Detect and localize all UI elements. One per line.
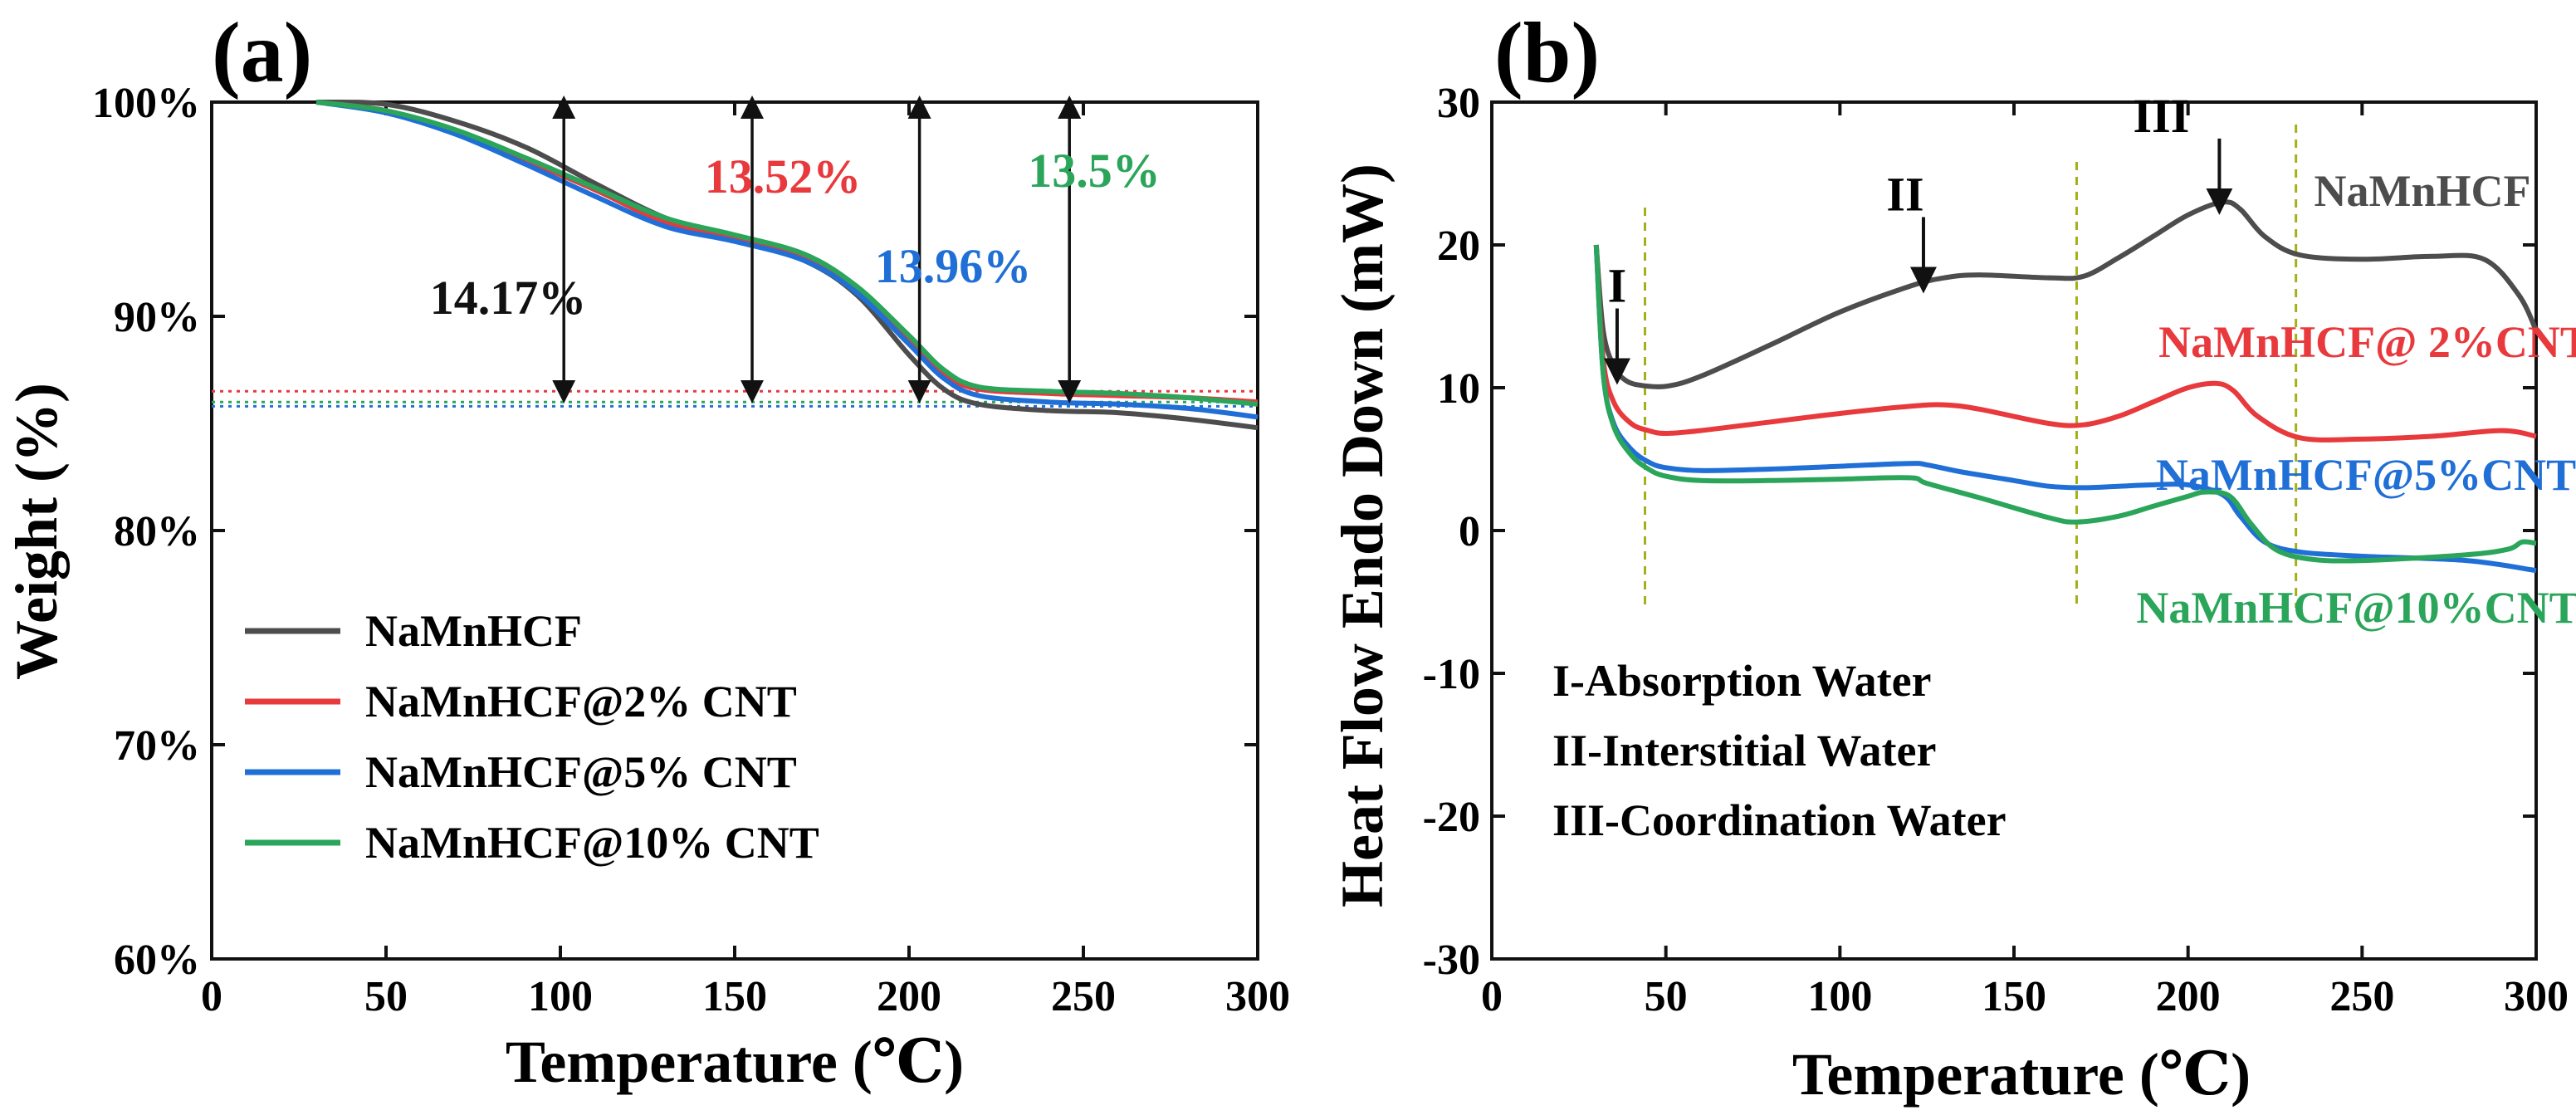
panel-b-x-tick-label-100: 100: [1807, 973, 1872, 1020]
panel-a-annotations: 14.17% 13.52%13.96% 13.5%: [430, 95, 1161, 403]
panel-b-y-tick-label-20: 20: [1437, 223, 1480, 270]
panel-b-marker-label-iii: III: [2134, 89, 2190, 143]
panel-b-series-label-namnhcf-10-cnt: NaMnHCF@10%CNT: [2136, 583, 2576, 633]
panel-b-x-tick-label-200: 200: [2156, 973, 2221, 1020]
panel-b-label: (b): [1494, 5, 1600, 100]
panel-a-y-tick-label-60: 60%: [114, 937, 200, 984]
panel-a-y-tick-label-100: 100%: [92, 80, 200, 127]
panel-b-x-axis-label: Temperature (℃): [1792, 1041, 2251, 1108]
panel-b-y-tick-label-0: 0: [1459, 508, 1480, 555]
panel-a-legend-entry-namnhcf-5-cnt: NaMnHCF@5% CNT: [365, 747, 797, 797]
panel-b-x-tick-label-250: 250: [2329, 973, 2394, 1020]
panel-a-plot-area: 0 50 100 150 200 250 300 60% 70% 80% 90% 100%: [92, 80, 1290, 1020]
panel-b-x-tick-label-0: 0: [1481, 973, 1503, 1020]
panel-b-y-tick-label-20: -20: [1423, 794, 1480, 841]
panel-b-plot-area: 0 50 100 150 200 250 300 -30 -20 -10 0 10 20 30 NaMnHC…: [1423, 80, 2576, 1020]
panel-b-y-axis-label: Heat Flow Endo Down (mW): [1329, 164, 1396, 907]
panel-a-x-tick-label-200: 200: [877, 973, 941, 1020]
panel-a-legend-entry-namnhcf-10-cnt: NaMnHCF@10% CNT: [365, 818, 819, 868]
panel-b-note-3: III-Coordination Water: [1552, 795, 2007, 845]
panel-b-y-tick-label-10: 10: [1437, 365, 1480, 413]
panel-a-y-tick-label-70: 70%: [114, 722, 200, 770]
panel-a-annotation-13-5: 13.5%: [1028, 144, 1161, 198]
panel-b-marker-label-i: I: [1608, 259, 1627, 313]
panel-a-legend: NaMnHCF NaMnHCF@2% CNT NaMnHCF@5% CNT NaMnH…: [245, 606, 819, 868]
panel-a-x-tick-label-50: 50: [364, 973, 408, 1020]
panel-a-legend-entry-namnhcf-2-cnt: NaMnHCF@2% CNT: [365, 677, 797, 726]
panel-a-y-tick-label-80: 80%: [114, 508, 200, 555]
panel-a-legend-entry-namnhcf: NaMnHCF: [365, 606, 582, 656]
panel-a-annotation-14-17: 14.17%: [430, 271, 587, 325]
panel-a-series-namnhcf-10-cnt: [315, 100, 1259, 407]
panel-b-series-namnhcf-10-cnt: [1593, 244, 2537, 564]
panel-b-y-tick-label-30: -30: [1423, 937, 1480, 984]
panel-b: (b) 0 50 100 150 200 250 300 -30 -20 -10 0 10 20 30 Na…: [1329, 5, 2576, 1108]
panel-b-series-label-namnhcf: NaMnHCF: [2314, 166, 2531, 216]
panel-a-x-tick-label-100: 100: [528, 973, 593, 1020]
panel-b-x-tick-label-150: 150: [1982, 973, 2046, 1020]
panel-b-series-label-namnhcf-2-cnt: NaMnHCF@ 2%CNT: [2158, 317, 2576, 367]
panel-a-x-tick-label-250: 250: [1051, 973, 1116, 1020]
panel-a-y-axis-label: Weight (%): [3, 383, 70, 680]
panel-b-x-tick-label-50: 50: [1645, 973, 1688, 1020]
panel-a-annotation-13-96: 13.96%: [875, 239, 1032, 293]
panel-a-label: (a): [212, 5, 312, 100]
panel-a-x-axis-label: Temperature (℃): [506, 1029, 964, 1095]
panel-b-series-namnhcf: [1593, 199, 2539, 389]
panel-a-x-tick-label-0: 0: [201, 973, 222, 1020]
panel-b-x-tick-label-300: 300: [2504, 973, 2569, 1020]
panel-b-series-namnhcf-2-cnt: [1593, 244, 2537, 443]
panel-a-x-tick-label-150: 150: [702, 973, 767, 1020]
panel-b-y-tick-label-30: 30: [1437, 80, 1480, 127]
panel-b-note-2: II-Interstitial Water: [1552, 726, 1936, 775]
panel-b-y-tick-label-10: -10: [1423, 651, 1480, 698]
panel-a-annotation-13-52: 13.52%: [705, 149, 862, 203]
panel-a-series-namnhcf-5-cnt: [315, 100, 1259, 420]
panel-b-notes: I-Absorption Water II-Interstitial Water I…: [1552, 656, 2007, 845]
panel-a-x-tick-label-300: 300: [1225, 973, 1290, 1020]
panel-a-y-tick-label-90: 90%: [114, 294, 200, 341]
panel-b-marker-label-ii: II: [1886, 167, 1923, 221]
panel-a: (a) 0 50 100 150 200 250 300 60% 70% 80% 90% 100% T…: [3, 5, 1290, 1095]
panel-b-note-1: I-Absorption Water: [1552, 656, 1932, 706]
